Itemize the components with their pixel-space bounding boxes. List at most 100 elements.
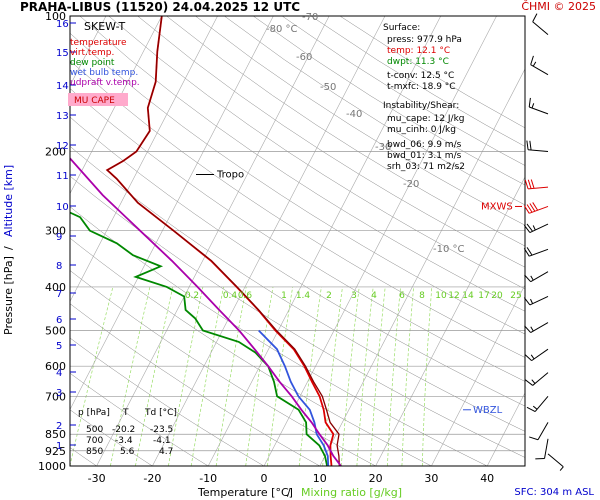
y-axis-separator: /	[2, 246, 15, 250]
temperature-tick-label: -10	[199, 472, 217, 485]
wind-barb-flag	[527, 179, 532, 189]
pressure-tick-label: 925	[45, 445, 66, 458]
pressure-tick-label: 200	[45, 145, 66, 158]
wind-barb	[524, 322, 549, 333]
table-row-p: 500	[86, 425, 103, 435]
isotherm-label: -80 °C	[266, 24, 298, 35]
mixing-ratio-label: 0.4	[223, 291, 238, 301]
wind-barb	[526, 395, 549, 413]
altitude-tick-label: 16	[56, 19, 69, 30]
table-row-p: 700	[86, 436, 103, 446]
surface-title: Surface:	[383, 23, 420, 33]
mixing-ratio-line	[421, 286, 433, 466]
wind-barbs-layer	[523, 13, 564, 471]
dry-adiabat-line	[70, 60, 525, 358]
altitude-tick-label: 15	[56, 48, 69, 59]
pressure-tick-label: 500	[45, 325, 66, 338]
mixing-ratio-line	[245, 286, 274, 466]
profile-line-3	[70, 211, 328, 466]
table-row-t: -20.2	[112, 425, 135, 435]
mixing-ratio-line	[340, 286, 360, 466]
annotations-layer: -80 °C -70 -60 -50 -40 -30 -20 -10 °C 0.2 0.4 0.6 1…	[185, 12, 522, 416]
wind-barb-flag	[525, 379, 533, 386]
wind-barb-half	[530, 354, 535, 360]
mixing-ratio-line	[369, 286, 386, 466]
wind-barb	[530, 55, 549, 76]
wind-barb-staff	[530, 322, 549, 333]
mixing-ratio-label: 25	[510, 291, 521, 301]
srh-03-value: srh_03: 71 m2/s2	[387, 162, 465, 172]
mxws-label: MXWS	[481, 201, 513, 212]
legend-temperature: temperature	[70, 38, 127, 48]
legend-wet-bulb: wet bulb temp.	[70, 68, 138, 78]
wind-barb-flag	[524, 354, 532, 362]
wind-barb-staff	[528, 186, 549, 190]
temperature-tick-label: 20	[369, 472, 383, 485]
pressure-tick-label: 600	[45, 360, 66, 373]
wind-barb	[524, 348, 549, 362]
mu-cape-label: MU CAPE	[74, 96, 115, 106]
mixing-ratio-label: 14	[462, 291, 474, 301]
mixing-ratio-label: 2	[326, 291, 332, 301]
mixing-ratio-label: 0.2	[185, 291, 199, 301]
wind-barb	[532, 13, 549, 36]
wind-barb-flag	[524, 274, 532, 283]
isotherm-label: -70	[302, 12, 318, 23]
instability-title: Instability/Shear:	[383, 101, 459, 111]
wind-barb	[524, 271, 549, 283]
wind-barb-staff	[529, 223, 549, 233]
wind-barb-half	[531, 103, 535, 109]
mu-cinh-value: mu_cinh: 0 J/kg	[387, 125, 456, 135]
wind-barb	[526, 140, 549, 152]
wind-barb-flag	[529, 203, 536, 212]
mixing-ratio-label: 1.4	[296, 291, 311, 301]
temperature-tick-label: 30	[424, 472, 438, 485]
mixing-ratio-line	[168, 286, 204, 466]
isotherm-line	[152, 16, 386, 466]
sfc-label: SFC: 304 m ASL	[514, 487, 594, 498]
altitude-tick-label: 6	[56, 315, 62, 326]
profile-line-5	[70, 157, 342, 466]
wind-barb-staff	[547, 453, 564, 468]
altitude-tick-label: 10	[56, 202, 69, 213]
mixing-ratio-label: 3	[351, 291, 357, 301]
wind-barb-half	[532, 405, 538, 410]
mixing-ratio-label: 20	[491, 291, 503, 301]
table-row-t: 5.6	[120, 447, 135, 457]
pressure-tick-label: 300	[45, 225, 66, 238]
mixing-ratio-line	[401, 286, 414, 466]
wind-barb-flag	[523, 224, 531, 233]
wind-barb-flag	[524, 325, 532, 333]
profile-line-4	[258, 329, 330, 466]
temperature-tick-label: -20	[143, 472, 161, 485]
wind-barb-flag	[523, 248, 530, 257]
legend-virt-temp: virt.temp.	[70, 48, 114, 58]
wind-barb-half	[530, 298, 534, 304]
isotherm-label: -20	[403, 179, 419, 190]
bwd-06-value: bwd_06: 9.9 m/s	[387, 140, 462, 150]
level-table: p [hPa] T Td [°C] 500 -20.2 -23.5 700 -3…	[78, 408, 177, 457]
table-header-td: Td [°C]	[144, 408, 177, 418]
wind-barb-staff	[532, 372, 549, 386]
wind-barb-flag	[526, 223, 533, 232]
altitude-tick-label: 4	[56, 368, 62, 379]
table-header-t: T	[122, 408, 129, 418]
wind-barb-staff	[530, 271, 549, 283]
table-row-t: -3.4	[115, 436, 133, 446]
wind-barb-flag	[529, 436, 539, 441]
wind-barb-staff	[532, 21, 549, 36]
wind-barb-flag	[523, 205, 530, 214]
mixing-ratio-line	[356, 286, 374, 466]
dry-adiabat-line	[224, 16, 525, 206]
mixing-ratio-label: 4	[371, 291, 377, 301]
y-axis-label: Pressure [hPa]	[2, 256, 15, 335]
isotherm-line	[486, 392, 525, 466]
pressure-tick-label: 1000	[38, 460, 66, 473]
chart-title: PRAHA-LIBUS (11520) 24.04.2025 12 UTC	[20, 0, 301, 14]
plot-frame	[69, 15, 526, 467]
isotherm-line	[543, 16, 600, 466]
altitude-tick-label: 11	[56, 171, 69, 182]
surface-dwpt: dwpt: 11.3 °C	[387, 57, 449, 67]
pressure-tick-label: 700	[45, 390, 66, 403]
